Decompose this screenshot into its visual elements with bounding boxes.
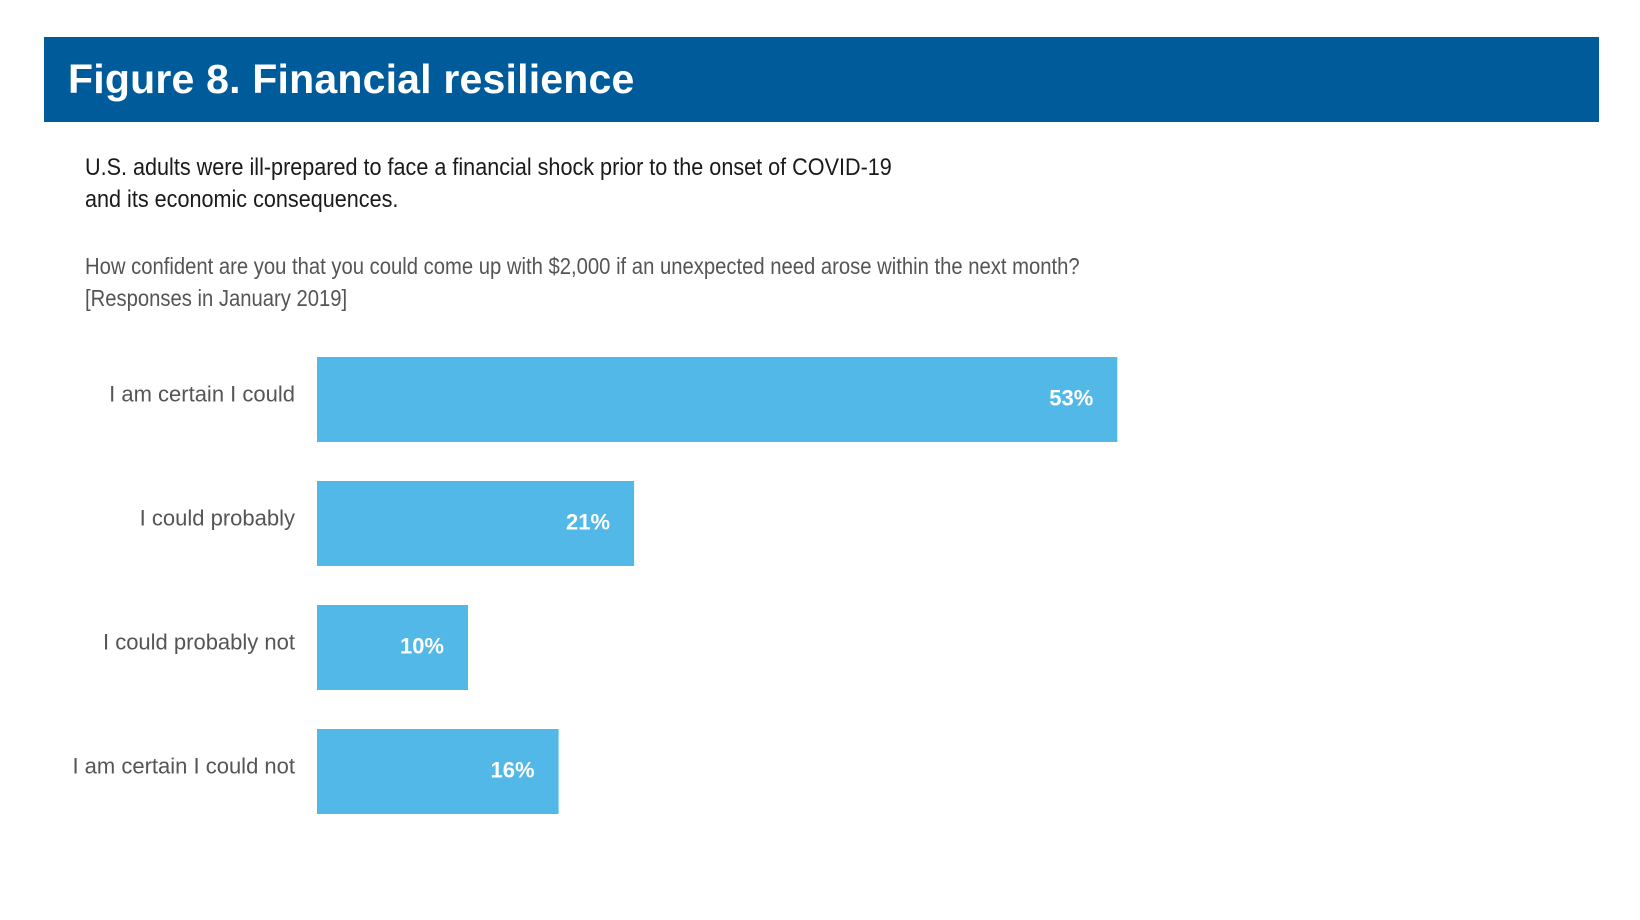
bar-3: [317, 605, 468, 690]
survey-question: How confident are you that you could com…: [85, 250, 1229, 314]
category-label-1: I am certain I could: [109, 381, 295, 406]
value-label-2: 21%: [566, 509, 610, 534]
value-label-3: 10%: [400, 633, 444, 658]
value-label-4: 16%: [491, 757, 535, 782]
figure-subtitle: U.S. adults were ill-prepared to face a …: [85, 152, 985, 216]
category-label-4: I am certain I could not: [72, 753, 295, 778]
question-line-1: How confident are you that you could com…: [85, 253, 1080, 279]
value-label-1: 53%: [1049, 385, 1093, 410]
bar-4: [317, 729, 559, 814]
figure-header-band: Figure 8. Financial resilience: [44, 37, 1599, 122]
category-label-3: I could probably not: [103, 629, 295, 654]
question-line-2: [Responses in January 2019]: [85, 285, 348, 311]
bar-2: [317, 481, 635, 566]
subtitle-line-2: and its economic consequences.: [85, 186, 399, 213]
subtitle-line-1: U.S. adults were ill-prepared to face a …: [85, 154, 892, 181]
category-label-2: I could probably: [140, 505, 295, 530]
figure-title: Figure 8. Financial resilience: [68, 56, 635, 102]
bar-1: [317, 357, 1118, 442]
